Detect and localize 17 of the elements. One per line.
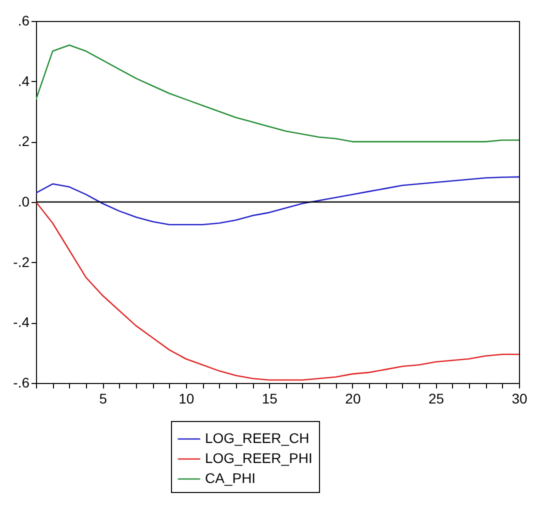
line-series: [36, 44, 519, 142]
x-tick-label: 25: [428, 390, 444, 406]
y-tick-label: .2: [18, 133, 30, 150]
y-tick-label: .6: [18, 12, 30, 28]
x-tick-label: 10: [178, 390, 194, 406]
y-tick-label: .0: [18, 194, 30, 210]
y-tick-label: -.6: [13, 374, 30, 390]
y-tick-label: -.2: [13, 254, 30, 270]
x-tick-label: 20: [345, 390, 361, 406]
x-tick-label: 15: [262, 390, 278, 406]
y-tick-label: .4: [18, 72, 30, 89]
y-tick-label: -.4: [13, 314, 30, 330]
x-tick-label: 5: [99, 390, 108, 406]
legend-label: LOG_REER_CH: [205, 430, 310, 446]
x-tick-label: 30: [512, 390, 528, 406]
legend-label: CA_PHI: [205, 470, 256, 486]
legend-label: LOG_REER_PHI: [205, 450, 312, 466]
